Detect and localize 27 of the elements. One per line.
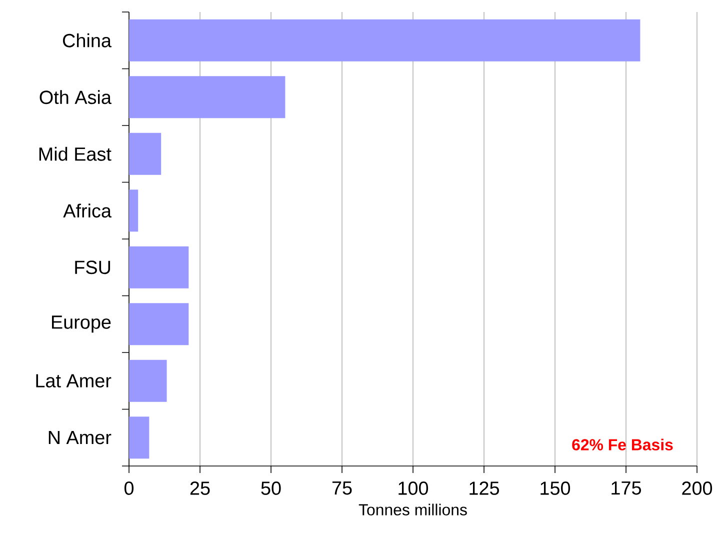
x-tick-label: 100 — [398, 481, 428, 495]
x-tick-label: 25 — [190, 481, 210, 495]
y-tick-label: N Amer — [48, 431, 112, 444]
x-axis-title: Tonnes millions — [358, 504, 467, 516]
bar — [129, 132, 162, 175]
annotation: 62% Fe Basis — [572, 438, 673, 450]
bar — [129, 416, 150, 459]
bar — [129, 360, 167, 402]
x-tick-label: 50 — [261, 481, 281, 495]
x-tick-label: 150 — [540, 481, 570, 495]
y-tick-label: Africa — [63, 204, 112, 218]
y-tick-label: Europe — [52, 316, 111, 333]
y-tick-label: FSU — [75, 260, 110, 274]
x-tick-label: 175 — [612, 482, 641, 495]
y-tick-label: Mid East — [39, 146, 112, 161]
x-tick-label: 0 — [124, 481, 134, 495]
x-tick-label: 75 — [332, 482, 352, 495]
bar — [129, 190, 138, 232]
x-tick-label: 200 — [682, 481, 712, 495]
y-tick-label: China — [62, 33, 112, 48]
x-tick-label: 125 — [470, 481, 499, 495]
y-tick-label: Lat Amer — [36, 374, 112, 388]
y-tick-label: Oth Asia — [40, 90, 112, 104]
bar — [129, 19, 640, 62]
bar — [129, 303, 189, 346]
bar — [129, 76, 286, 118]
bar — [129, 246, 189, 288]
